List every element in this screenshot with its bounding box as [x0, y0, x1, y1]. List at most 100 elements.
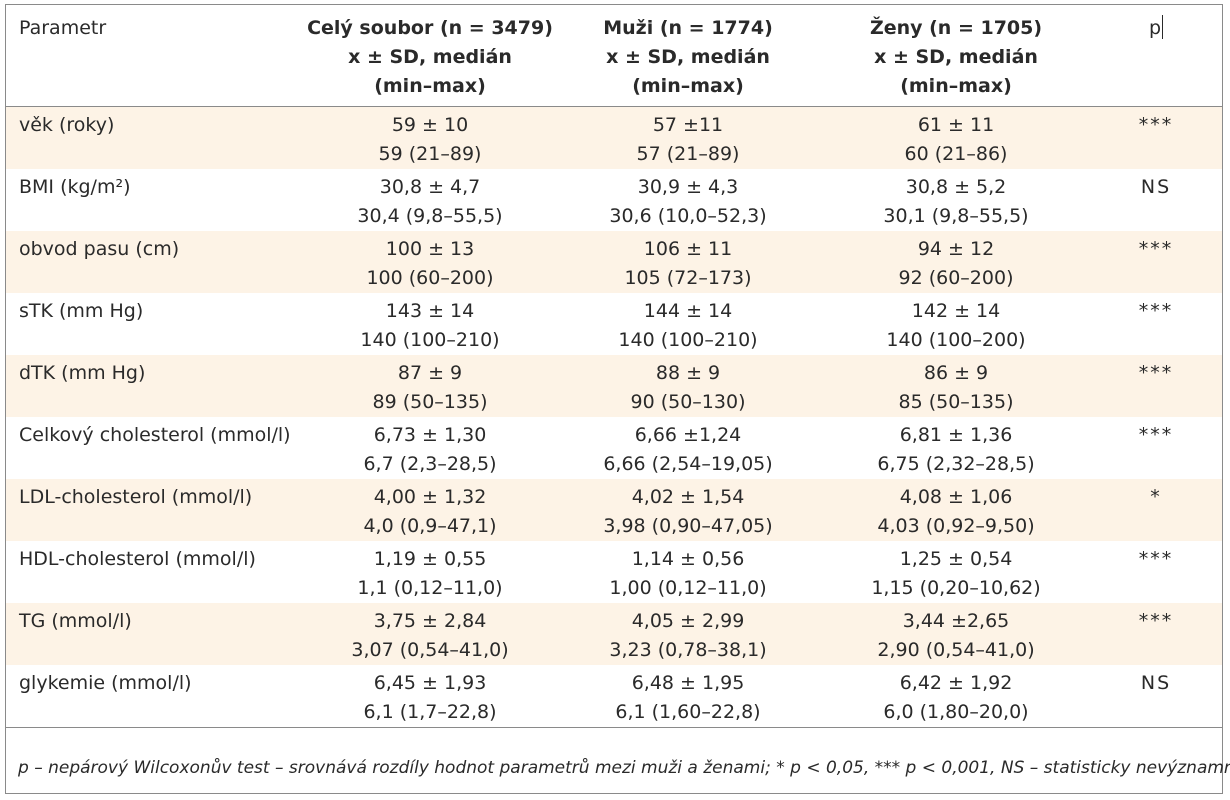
row-women: 30,8 ± 5,2 30,1 (9,8–55,5) — [822, 169, 1090, 231]
row-all: 1,19 ± 0,55 1,1 (0,12–11,0) — [306, 541, 554, 603]
row-all-mean: 100 ± 13 — [385, 237, 475, 260]
row-all-median: 140 (100–210) — [360, 328, 500, 351]
row-men-median: 57 (21–89) — [636, 142, 740, 165]
row-all: 100 ± 13 100 (60–200) — [306, 231, 554, 293]
table-row: Celkový cholesterol (mmol/l) 6,73 ± 1,30… — [6, 417, 1222, 479]
header-all: Celý soubor (n = 3479) x ± SD, medián (m… — [306, 5, 554, 107]
row-all-mean: 30,8 ± 4,7 — [379, 175, 481, 198]
row-all-mean: 6,73 ± 1,30 — [373, 423, 487, 446]
data-table: Parametr Celý soubor (n = 3479) x ± SD, … — [6, 5, 1222, 727]
row-women-mean: 1,25 ± 0,54 — [899, 547, 1013, 570]
row-all-mean: 6,45 ± 1,93 — [373, 671, 487, 694]
header-women-line3: (min–max) — [900, 75, 1012, 97]
row-param: BMI (kg/m²) — [19, 175, 131, 198]
row-men-mean: 30,9 ± 4,3 — [637, 175, 739, 198]
row-women-median: 6,0 (1,80–20,0) — [883, 700, 1029, 723]
row-men-median: 140 (100–210) — [618, 328, 758, 351]
row-men: 4,05 ± 2,99 3,23 (0,78–38,1) — [554, 603, 822, 665]
row-women: 6,81 ± 1,36 6,75 (2,32–28,5) — [822, 417, 1090, 479]
row-women: 86 ± 9 85 (50–135) — [822, 355, 1090, 417]
header-men-line2: x ± SD, medián — [606, 46, 770, 68]
row-param: glykemie (mmol/l) — [19, 671, 192, 694]
row-all: 6,45 ± 1,93 6,1 (1,7–22,8) — [306, 665, 554, 727]
row-women: 142 ± 14 140 (100–200) — [822, 293, 1090, 355]
row-param: obvod pasu (cm) — [19, 237, 180, 260]
row-men-median: 105 (72–173) — [624, 266, 752, 289]
footnote-divider — [6, 727, 1222, 728]
row-all: 4,00 ± 1,32 4,0 (0,9–47,1) — [306, 479, 554, 541]
row-women: 4,08 ± 1,06 4,03 (0,92–9,50) — [822, 479, 1090, 541]
row-women-median: 6,75 (2,32–28,5) — [877, 452, 1035, 475]
row-all-median: 6,1 (1,7–22,8) — [363, 700, 497, 723]
table-row: sTK (mm Hg) 143 ± 14 140 (100–210) 144 ± … — [6, 293, 1222, 355]
row-men-mean: 88 ± 9 — [655, 361, 721, 384]
table-footnote: p – nepárový Wilcoxonův test – srovnává … — [18, 758, 1230, 778]
row-men-mean: 57 ±11 — [652, 113, 724, 136]
table-header-row: Parametr Celý soubor (n = 3479) x ± SD, … — [6, 5, 1222, 107]
table-row: BMI (kg/m²) 30,8 ± 4,7 30,4 (9,8–55,5) 30… — [6, 169, 1222, 231]
row-men: 88 ± 9 90 (50–130) — [554, 355, 822, 417]
row-p-value: *** — [1138, 361, 1174, 384]
row-all-mean: 1,19 ± 0,55 — [373, 547, 487, 570]
row-all: 143 ± 14 140 (100–210) — [306, 293, 554, 355]
table-row: HDL-cholesterol (mmol/l) 1,19 ± 0,55 1,1 … — [6, 541, 1222, 603]
header-women: Ženy (n = 1705) x ± SD, medián (min–max) — [822, 5, 1090, 107]
table-row: glykemie (mmol/l) 6,45 ± 1,93 6,1 (1,7–22… — [6, 665, 1222, 727]
row-men-median: 3,98 (0,90–47,05) — [603, 514, 773, 537]
row-women-mean: 6,81 ± 1,36 — [899, 423, 1013, 446]
row-param: TG (mmol/l) — [19, 609, 132, 632]
row-all: 87 ± 9 89 (50–135) — [306, 355, 554, 417]
row-p-value: *** — [1138, 547, 1174, 570]
row-all-mean: 143 ± 14 — [385, 299, 475, 322]
row-param: Celkový cholesterol (mmol/l) — [19, 423, 291, 446]
row-men: 1,14 ± 0,56 1,00 (0,12–11,0) — [554, 541, 822, 603]
row-men-mean: 144 ± 14 — [643, 299, 733, 322]
header-men-line1: Muži (n = 1774) — [603, 17, 773, 39]
row-women: 61 ± 11 60 (21–86) — [822, 106, 1090, 169]
row-women: 1,25 ± 0,54 1,15 (0,20–10,62) — [822, 541, 1090, 603]
header-men-line3: (min–max) — [632, 75, 744, 97]
row-men-median: 6,1 (1,60–22,8) — [615, 700, 761, 723]
header-p: p — [1090, 5, 1222, 107]
row-p-value: *** — [1138, 237, 1174, 260]
row-p-value: *** — [1138, 299, 1174, 322]
row-all-median: 6,7 (2,3–28,5) — [363, 452, 497, 475]
row-men-mean: 6,66 ±1,24 — [634, 423, 742, 446]
row-all-mean: 3,75 ± 2,84 — [373, 609, 487, 632]
row-women-mean: 61 ± 11 — [917, 113, 995, 136]
header-all-line3: (min–max) — [374, 75, 486, 97]
row-men-mean: 6,48 ± 1,95 — [631, 671, 745, 694]
row-men-median: 3,23 (0,78–38,1) — [609, 638, 767, 661]
row-all-median: 1,1 (0,12–11,0) — [357, 576, 503, 599]
row-men: 6,48 ± 1,95 6,1 (1,60–22,8) — [554, 665, 822, 727]
row-men-mean: 4,02 ± 1,54 — [631, 485, 745, 508]
table-row: obvod pasu (cm) 100 ± 13 100 (60–200) 106… — [6, 230, 1222, 293]
header-all-line1: Celý soubor (n = 3479) — [307, 17, 553, 39]
row-women: 94 ± 12 92 (60–200) — [822, 231, 1090, 293]
text-cursor — [1162, 15, 1164, 39]
row-all-median: 4,0 (0,9–47,1) — [363, 514, 497, 537]
row-women-median: 1,15 (0,20–10,62) — [871, 576, 1041, 599]
row-women-mean: 86 ± 9 — [923, 361, 989, 384]
row-param: LDL-cholesterol (mmol/l) — [19, 485, 253, 508]
row-women-median: 30,1 (9,8–55,5) — [883, 204, 1029, 227]
row-men-median: 1,00 (0,12–11,0) — [609, 576, 767, 599]
table-row: LDL-cholesterol (mmol/l) 4,00 ± 1,32 4,0 … — [6, 478, 1222, 541]
row-men-mean: 106 ± 11 — [643, 237, 733, 260]
row-all: 59 ± 10 59 (21–89) — [306, 106, 554, 169]
row-women-mean: 94 ± 12 — [917, 237, 995, 260]
row-women-median: 85 (50–135) — [898, 390, 1014, 413]
header-all-line2: x ± SD, medián — [348, 46, 512, 68]
row-women-median: 60 (21–86) — [904, 142, 1008, 165]
row-men-median: 30,6 (10,0–52,3) — [609, 204, 767, 227]
table-body: věk (roky) 59 ± 10 59 (21–89) 57 ±11 57 (2… — [6, 106, 1222, 727]
row-men: 4,02 ± 1,54 3,98 (0,90–47,05) — [554, 479, 822, 541]
row-women-mean: 6,42 ± 1,92 — [899, 671, 1013, 694]
row-param: dTK (mm Hg) — [19, 361, 146, 384]
row-men: 57 ±11 57 (21–89) — [554, 106, 822, 169]
row-men: 6,66 ±1,24 6,66 (2,54–19,05) — [554, 417, 822, 479]
row-women: 3,44 ±2,65 2,90 (0,54–41,0) — [822, 603, 1090, 665]
row-all-mean: 87 ± 9 — [397, 361, 463, 384]
row-men-median: 6,66 (2,54–19,05) — [603, 452, 773, 475]
header-women-line1: Ženy (n = 1705) — [869, 17, 1043, 39]
